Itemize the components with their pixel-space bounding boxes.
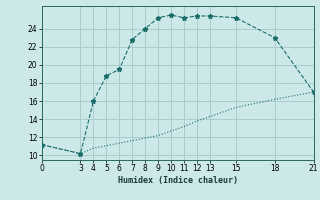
- X-axis label: Humidex (Indice chaleur): Humidex (Indice chaleur): [118, 176, 237, 185]
